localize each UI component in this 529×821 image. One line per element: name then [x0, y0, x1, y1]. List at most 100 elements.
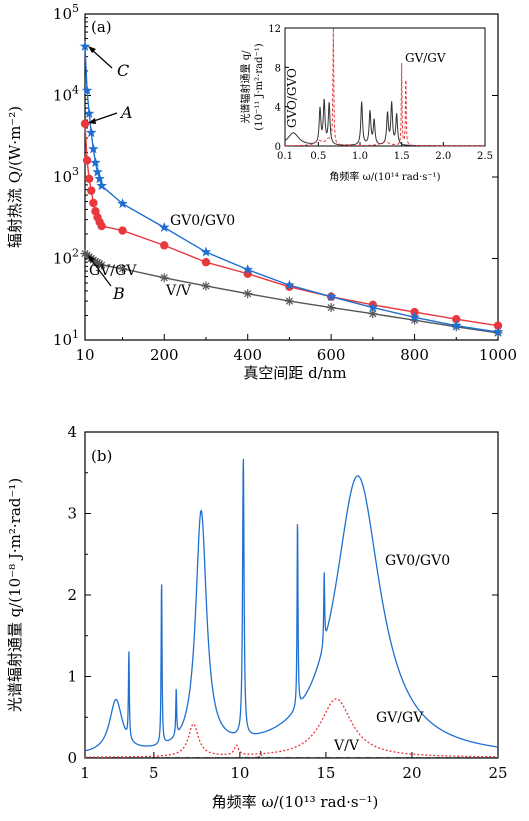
inset-y-tick-label: 12: [268, 24, 281, 35]
inset-chart: 0.1 0.5 1.0 1.5 2.0 2.5 0 4 8 12 GVO/GVO GV/GV 角频…: [239, 24, 493, 183]
a-y-tick-label: 105: [53, 2, 79, 23]
b-y-tick-label: 2: [67, 586, 77, 604]
series-line-b-gv0-gv0: [84, 458, 499, 752]
panel-b-y-ticks: 0 1 2 3 4: [67, 423, 498, 767]
data-point: [200, 246, 212, 257]
data-point: [83, 108, 95, 119]
data-point: [493, 321, 503, 330]
data-point: [326, 303, 336, 313]
inset-y-axis-label-2: (10⁻¹¹ J·m²·rad⁻¹): [254, 43, 265, 130]
data-point: [90, 157, 101, 168]
data-point: [89, 198, 98, 208]
annotation-b: B: [88, 255, 125, 303]
panel-b-x-ticks: 1 5 10 15 20 25: [80, 752, 508, 782]
inset-y-tick-label: 8: [275, 63, 281, 74]
data-point: [118, 264, 128, 274]
inset-y-tick-label: 0: [275, 142, 281, 153]
b-y-tick-label: 1: [67, 668, 77, 686]
series-label-b-gv0: GV0/GV0: [385, 553, 450, 569]
annotation-a-label: A: [119, 103, 133, 122]
series-label-b-v: V/V: [333, 738, 360, 754]
series-line-b-v-v: [85, 750, 498, 759]
series-label-gv0: GV0/GV0: [170, 213, 235, 229]
data-point: [492, 326, 504, 337]
b-y-tick-label: 3: [67, 505, 77, 523]
inset-x-tick-label: 1.5: [394, 151, 410, 162]
data-point: [243, 289, 253, 299]
series-label-b-gv: GV/GV: [376, 710, 424, 726]
b-x-tick-label: 10: [230, 764, 249, 782]
panel-b-y-axis-label: 光谱辐射通量 q/(10⁻⁸ J·m²·rad⁻¹): [6, 478, 24, 712]
a-y-tick-label: 104: [53, 84, 79, 105]
inset-x-tick-label: 2.5: [477, 151, 493, 162]
data-point: [451, 320, 462, 331]
series-line-b-gv-gv: [85, 698, 499, 758]
panel-a-series: [79, 40, 504, 338]
data-point: [92, 166, 103, 177]
data-point: [284, 296, 294, 306]
a-x-tick-label: 200: [150, 346, 179, 364]
inset-series: [284, 27, 485, 147]
b-x-tick-label: 15: [316, 764, 335, 782]
data-point: [80, 119, 90, 128]
a-x-tick-label: 10: [75, 346, 94, 364]
inset-y-tick-label: 4: [275, 103, 281, 114]
a-y-tick-label: 102: [53, 247, 79, 268]
data-point: [409, 311, 420, 322]
panel-b-label: (b): [91, 447, 112, 465]
panel-a-y-axis-label: 辐射热流 Q/(W·m⁻²): [6, 106, 24, 248]
panel-a-label: (a): [91, 18, 112, 36]
data-point: [97, 260, 107, 270]
data-point: [82, 156, 92, 165]
data-point: [201, 258, 211, 267]
annotation-b-label: B: [112, 284, 125, 303]
data-point: [97, 221, 106, 231]
data-point: [368, 309, 378, 319]
inset-x-tick-label: 1.0: [352, 151, 368, 162]
inset-x-tick-label: 2.0: [435, 151, 451, 162]
inset-y-axis-label-1: 光谱辐射通量 q/: [239, 50, 252, 124]
annotation-c-label: C: [117, 61, 129, 80]
data-point: [159, 222, 170, 232]
inset-series-1: [285, 27, 485, 147]
data-point: [88, 143, 99, 154]
data-point: [94, 173, 105, 184]
panel-a-x-axis-label: 真空间距 d/nm: [243, 364, 346, 382]
data-point: [96, 180, 107, 191]
data-point: [242, 264, 253, 275]
data-point: [284, 279, 295, 290]
b-x-tick-label: 5: [149, 764, 159, 782]
panel-a-x-ticks: 10 200 400 600 800 1000: [75, 334, 517, 364]
panel-b-frame: [84, 431, 499, 759]
a-x-tick-label: 400: [233, 346, 262, 364]
b-y-tick-label: 4: [67, 423, 77, 441]
inset-label-gvo: GVO/GVO: [285, 68, 299, 128]
a-x-tick-label: 600: [317, 346, 346, 364]
a-x-tick-label: 800: [400, 346, 429, 364]
data-point: [367, 302, 379, 313]
panel-b-series: [84, 458, 499, 759]
inset-label-gv: GV/GV: [405, 51, 446, 65]
data-point: [160, 241, 169, 250]
b-y-tick-label: 0: [67, 749, 77, 767]
b-x-tick-label: 1: [80, 764, 90, 782]
data-point: [159, 273, 169, 283]
a-x-tick-label: 1000: [479, 346, 517, 364]
inset-x-tick-label: 0.1: [277, 151, 293, 162]
series-label-gv: GV/GV: [89, 263, 137, 279]
inset-x-axis-label: 角频率 ω/(10¹⁴ rad·s⁻¹): [329, 170, 440, 183]
data-point: [452, 314, 461, 324]
data-point: [87, 186, 96, 195]
data-point: [201, 281, 211, 291]
b-x-tick-label: 25: [488, 764, 507, 782]
data-point: [79, 40, 91, 51]
b-x-tick-label: 20: [402, 764, 421, 782]
data-point: [86, 127, 97, 138]
panel-b-x-axis-label: 角频率 ω/(10¹³ rad·s⁻¹): [212, 793, 379, 811]
a-y-tick-label: 103: [53, 165, 79, 186]
series-label-v: V/V: [165, 283, 192, 299]
inset-frame: [284, 27, 486, 147]
